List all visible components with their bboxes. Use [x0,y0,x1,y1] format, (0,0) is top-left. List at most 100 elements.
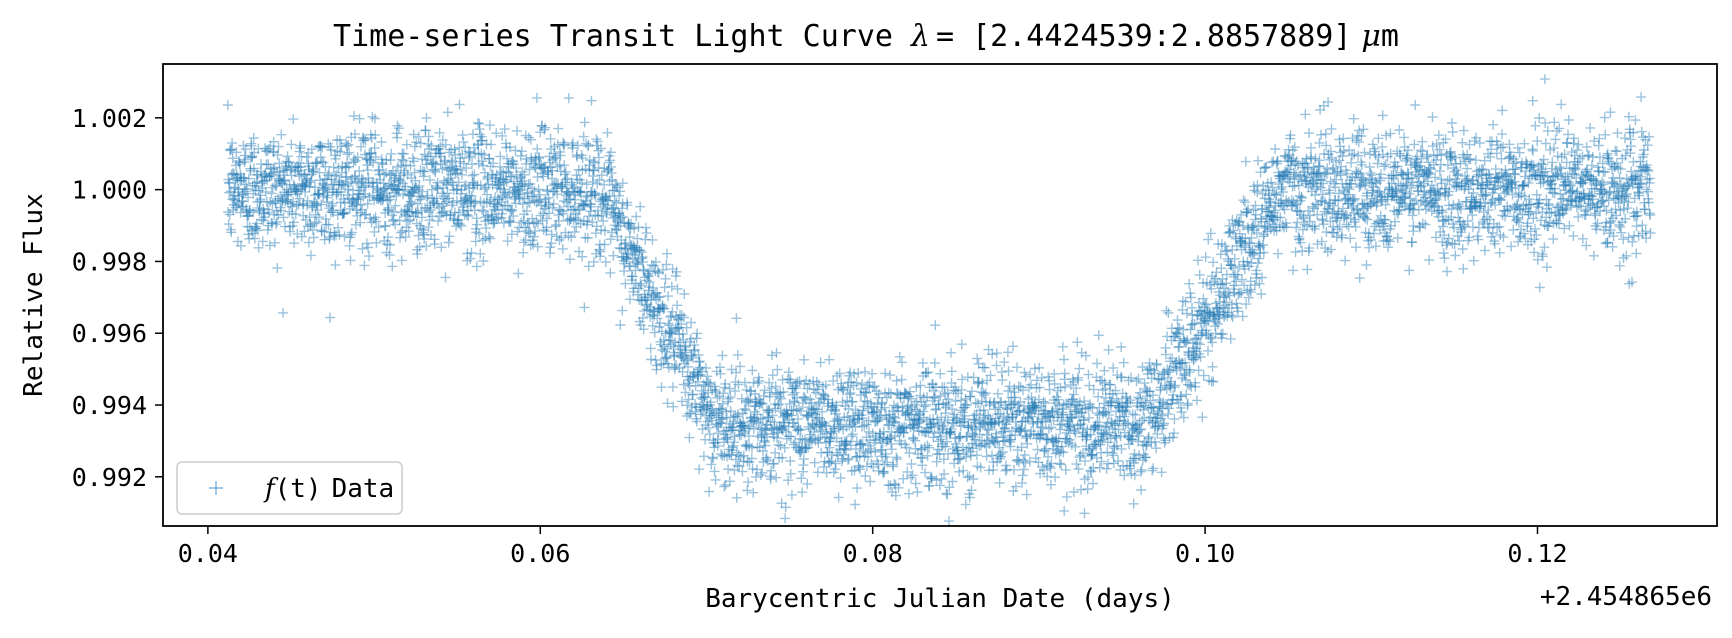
data-point [310,190,321,201]
data-point [404,189,415,200]
data-point [316,225,327,236]
data-point [1321,140,1332,151]
data-point [435,141,446,152]
data-point [366,132,377,143]
data-point [485,233,496,244]
data-point [422,203,433,213]
data-point [291,183,302,194]
data-point [237,196,248,207]
data-point [343,161,354,172]
data-point [484,120,495,131]
data-point [478,160,489,171]
data-point [341,162,352,173]
data-point [692,328,703,339]
data-point [412,244,423,255]
data-point [344,204,355,214]
data-point [321,182,331,193]
data-point [383,202,394,213]
data-point [732,349,743,360]
data-point [380,208,391,218]
data-point [371,177,382,188]
data-point [1031,375,1042,386]
data-point [376,137,387,147]
data-point [1497,210,1508,221]
data-point [956,339,967,350]
data-point [414,220,425,231]
data-point [243,192,253,203]
data-point [1306,142,1316,153]
data-point [1439,253,1450,264]
data-point [367,111,378,122]
data-point [609,195,620,206]
data-point [309,182,320,193]
data-point [314,167,325,178]
data-point [364,154,375,165]
data-point [1008,464,1019,475]
data-point [417,186,428,197]
data-point [1163,367,1174,377]
data-point [360,135,371,146]
data-point [267,182,278,193]
data-point [359,133,370,144]
data-point [374,169,385,180]
data-point [434,148,445,159]
data-point [451,221,462,232]
data-point [395,175,406,186]
data-point [1128,498,1139,509]
data-point [437,134,448,145]
data-point [1207,361,1218,372]
data-point [265,197,276,207]
data-point [401,222,412,233]
data-point [416,212,427,223]
data-point [1093,330,1104,341]
data-point [407,182,418,193]
data-point [1450,250,1461,261]
data-point [1581,141,1592,152]
data-point [1046,422,1057,433]
data-point [656,382,667,393]
data-point [271,205,282,216]
data-point [1612,128,1623,139]
data-point [276,178,287,188]
data-point [291,185,302,196]
data-point [352,152,363,163]
data-point [326,145,337,155]
data-point [412,248,423,259]
data-point [667,382,678,393]
data-point [305,220,316,231]
data-point [780,513,791,524]
data-point [325,207,336,218]
data-point [429,196,440,207]
data-point [317,142,328,153]
data-point [259,208,270,219]
data-point [1325,146,1336,157]
data-point [1470,155,1481,166]
data-point [1294,233,1305,244]
data-point [346,177,356,188]
data-point [672,300,683,311]
data-point [1334,221,1345,232]
data-point [308,164,319,175]
data-point [245,165,256,176]
data-point [1237,311,1248,322]
data-point [306,169,317,180]
data-point [1631,221,1642,232]
data-point [386,148,397,159]
data-point [340,180,351,191]
data-point [1462,163,1472,174]
data-point [319,234,330,245]
data-point [238,140,249,151]
data-point [264,171,275,182]
data-point [822,447,833,458]
data-point [280,161,291,172]
data-point [385,194,396,205]
data-point [394,173,405,184]
data-point [392,120,403,131]
data-point [428,157,439,168]
data-point [285,226,296,237]
data-point [233,184,244,195]
data-point [432,182,443,193]
data-point [334,176,345,187]
data-point [274,166,285,177]
data-point [411,182,422,193]
